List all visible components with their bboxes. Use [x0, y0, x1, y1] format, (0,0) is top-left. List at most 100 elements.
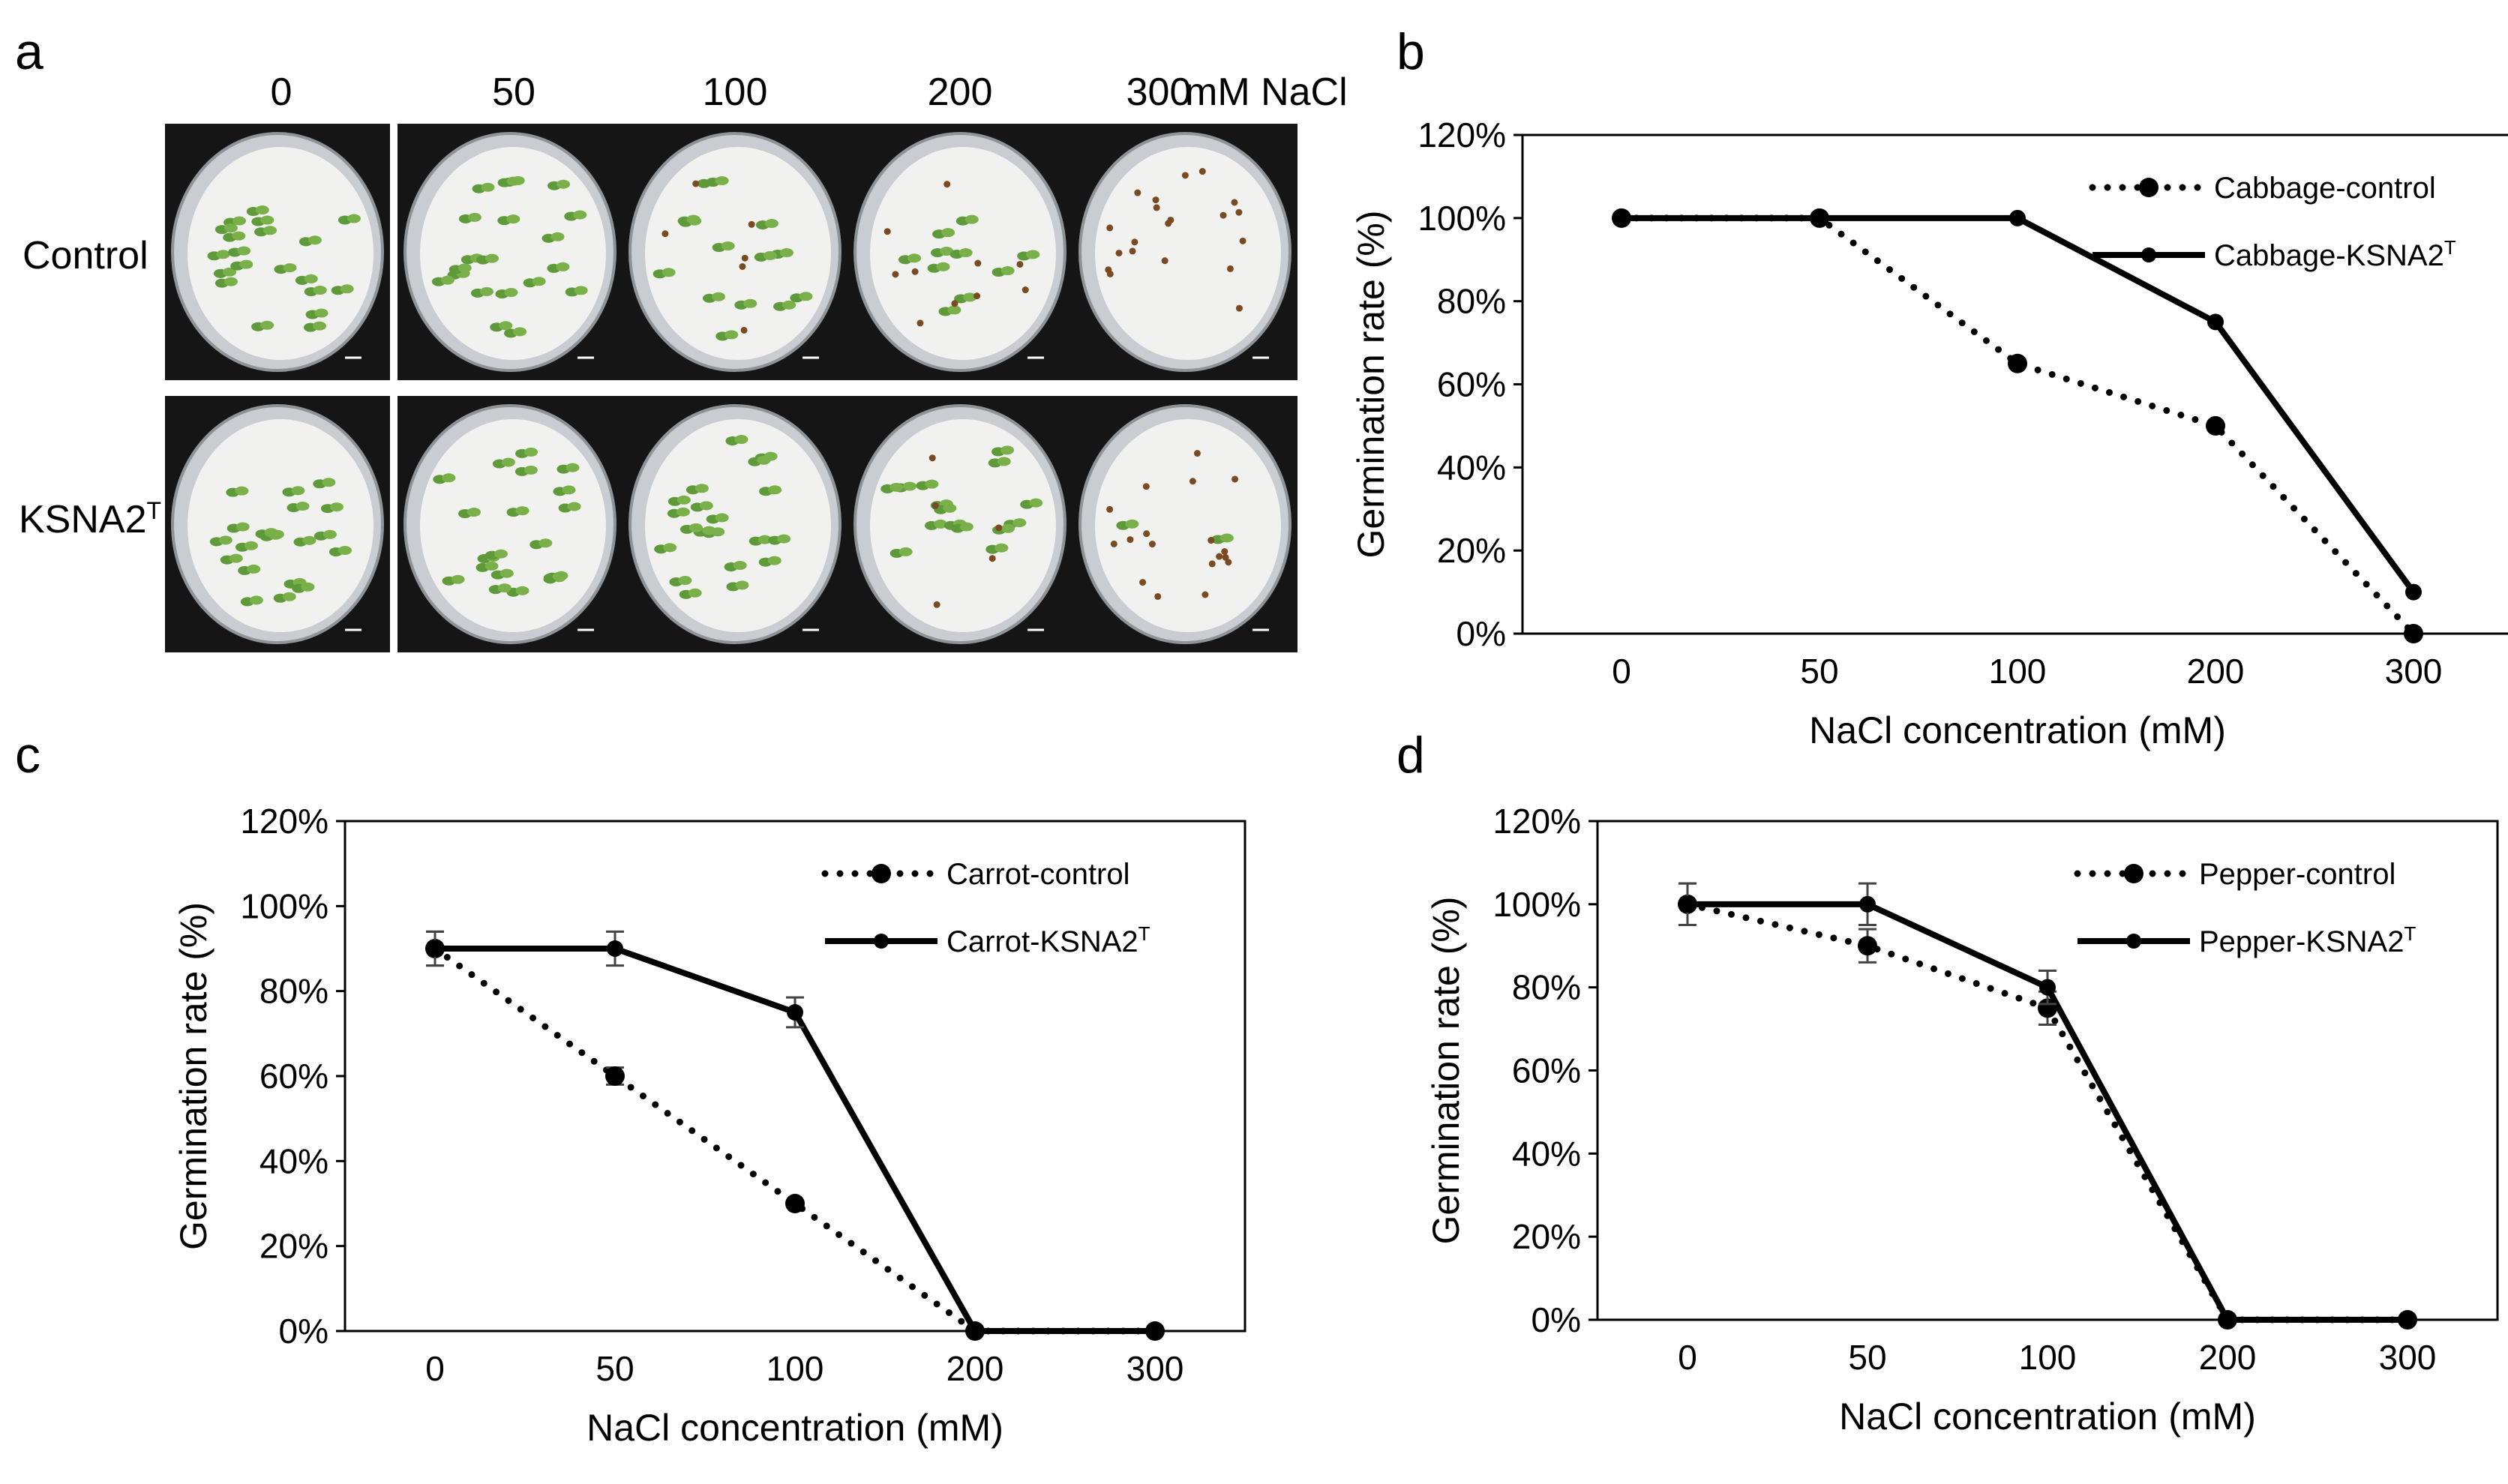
ungerminated-seed	[1131, 238, 1138, 246]
y-tick-label: 80%	[1437, 282, 1506, 321]
legend-entry: Carrot-control	[946, 858, 1130, 891]
seedling-leaf	[898, 547, 913, 556]
petri-cell-r0-c4	[1072, 124, 1298, 380]
legend-entry-sup: T	[2404, 922, 2416, 945]
seedling-leaf	[340, 284, 354, 294]
seedling-leaf	[481, 182, 495, 192]
filter-paper	[1095, 147, 1281, 360]
seedling-leaf	[1125, 519, 1139, 529]
seedling-leaf	[763, 250, 777, 260]
y-tick-label: 20%	[1512, 1217, 1581, 1256]
seedling-leaf	[694, 484, 709, 493]
ungerminated-seed	[951, 300, 958, 307]
seedling-leaf	[688, 588, 702, 598]
x-tick-label: 200	[946, 1349, 1004, 1388]
y-tick-label: 0%	[279, 1312, 328, 1351]
seedling-leaf	[715, 513, 729, 523]
ungerminated-seed	[1106, 224, 1114, 232]
seedling-leaf	[743, 298, 758, 308]
seedling-leaf	[721, 241, 735, 250]
seedling-leaf	[216, 250, 230, 259]
ungerminated-seed	[1231, 199, 1238, 206]
conc-header-200: 200	[928, 70, 993, 114]
y-tick-label: 80%	[1512, 968, 1581, 1007]
filter-paper	[1095, 419, 1281, 632]
seedling-leaf	[515, 506, 530, 516]
legend-swatch-marker	[872, 864, 891, 883]
ungerminated-seed	[1167, 216, 1174, 223]
conc-header-50: 50	[492, 70, 536, 114]
ungerminated-seed	[892, 271, 899, 278]
seedling-leaf	[758, 535, 772, 544]
seedling-leaf	[994, 543, 1009, 553]
x-tick-label: 300	[2379, 1338, 2437, 1377]
seedling-leaf	[524, 465, 538, 475]
seedling-leaf	[313, 285, 327, 295]
ungerminated-seed	[1106, 505, 1114, 513]
data-point-carrot-ksna2	[607, 940, 623, 957]
ungerminated-seed	[1152, 196, 1160, 204]
seedling-leaf	[484, 561, 499, 571]
seedling-leaf	[283, 263, 297, 273]
y-tick-label: 20%	[260, 1227, 328, 1266]
seedling-leaf	[699, 501, 713, 511]
petri-cell-r0-c1	[398, 124, 622, 380]
y-tick-label: 40%	[1437, 448, 1506, 487]
seedling-leaf	[235, 486, 249, 496]
seedling-leaf	[799, 292, 813, 301]
filter-paper	[645, 419, 831, 632]
row-label-ksna2: KSNA2T	[19, 497, 161, 541]
x-tick-label: 0	[1612, 652, 1631, 691]
ungerminated-seed	[928, 454, 936, 462]
petri-cell-r0-c0	[165, 124, 390, 380]
y-axis-title: Germination rate (%)	[172, 902, 214, 1250]
x-tick-label: 100	[2019, 1338, 2077, 1377]
plot-frame	[1596, 820, 2499, 1321]
series-line-solid	[1622, 214, 2416, 594]
seedling-leaf	[524, 447, 538, 457]
seedling-leaf	[676, 507, 690, 517]
ungerminated-seed	[741, 254, 748, 262]
seedling-leaf	[556, 262, 570, 271]
seedling-leaf	[229, 553, 243, 563]
seedling-leaf	[232, 216, 247, 226]
legend-entry-text: Cabbage-KSNA2	[2214, 239, 2444, 272]
panel-d-chart: d 0% 20% 40% 60% 80% 100% 120% 0 50 100 200 300 NaCl …	[1396, 727, 2499, 1438]
petri-dish-grid	[165, 124, 1298, 652]
legend-swatch-marker	[2141, 247, 2156, 262]
seedling-leaf	[244, 541, 258, 550]
data-point-carrot-ksna2	[427, 940, 443, 957]
seedling-leaf	[260, 320, 274, 330]
plot-frame	[344, 820, 1246, 1333]
seedling-leaf	[1000, 265, 1015, 275]
ungerminated-seed	[1142, 483, 1150, 490]
seedling-leaf	[296, 502, 310, 511]
ungerminated-seed	[1232, 475, 1239, 483]
conc-header-300: 300	[1126, 70, 1192, 114]
seedling-leaf	[504, 287, 518, 297]
petri-cell-r1-c1	[398, 396, 622, 652]
seedling-leaf	[777, 534, 791, 544]
data-point-pepper-control	[1858, 936, 1877, 956]
data-point-pepper-ksna2	[1679, 895, 1696, 913]
seedling-leaf	[304, 274, 318, 283]
ungerminated-seed	[911, 268, 919, 275]
seedling-leaf	[1000, 445, 1015, 455]
seedling-leaf	[1001, 523, 1016, 533]
legend-entry-text: Cabbage-control	[2214, 172, 2436, 205]
ungerminated-seed	[1126, 536, 1134, 544]
seedling-leaf	[346, 214, 361, 223]
ungerminated-seed	[1148, 541, 1156, 548]
y-tick-label: 60%	[1437, 365, 1506, 404]
seedling-leaf	[1026, 250, 1040, 259]
seedling-leaf	[890, 482, 904, 492]
seedling-leaf	[562, 485, 576, 495]
data-point-pepper-ksna2	[2219, 1312, 2236, 1328]
legend-swatch-marker	[874, 934, 889, 949]
seedling-leaf	[501, 457, 515, 467]
ungerminated-seed	[933, 601, 940, 608]
seedling-leaf	[282, 592, 296, 601]
seedling-leaf	[686, 214, 700, 224]
seedling-leaf	[222, 267, 236, 277]
panel-b-chart: b 0% 20% 40% 60% 80% 100% 120% 0 50 100 200 300 NaCl …	[1350, 23, 2508, 751]
